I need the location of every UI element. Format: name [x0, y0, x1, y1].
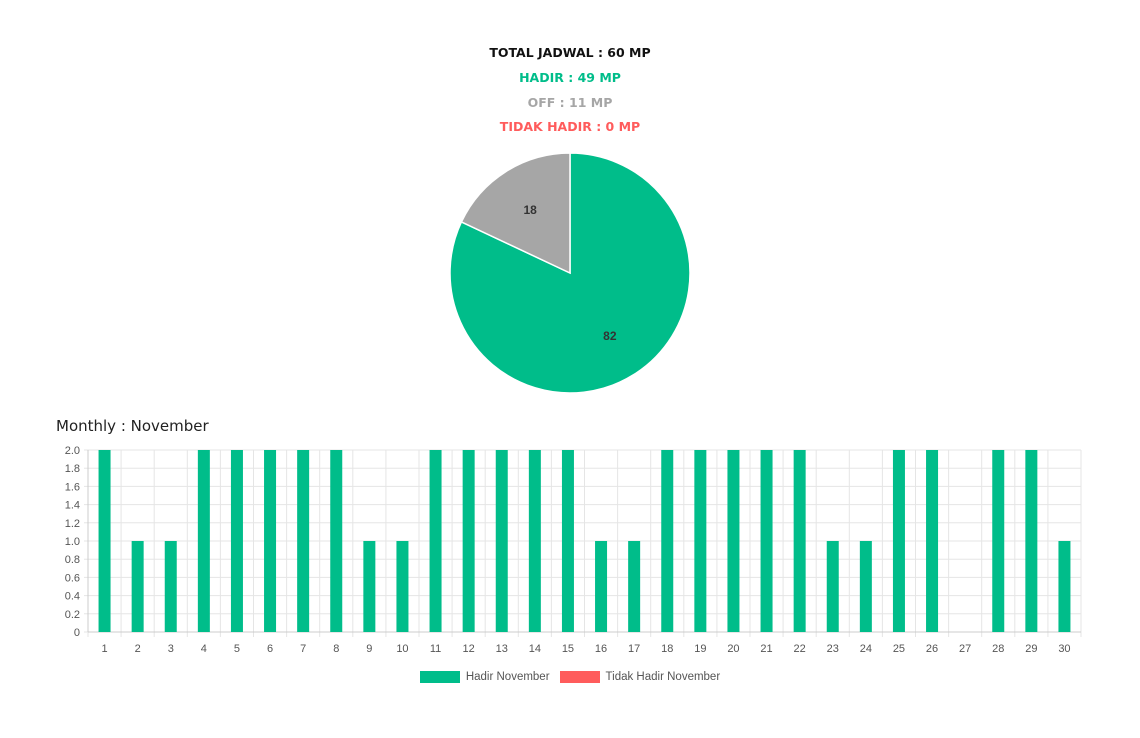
legend-swatch-hadir: [419, 671, 460, 683]
bar-hadir-4[interactable]: [197, 450, 210, 632]
x-tick-label: 5: [234, 643, 240, 655]
bar-hadir-19[interactable]: [694, 450, 707, 632]
x-tick-label: 20: [727, 643, 739, 655]
monthly-chart-title: Monthly : November: [56, 417, 209, 435]
y-tick-label: 0.8: [65, 554, 80, 566]
x-tick-label: 9: [366, 643, 372, 655]
total-jadwal-label: TOTAL JADWAL : 60 MP: [489, 45, 651, 60]
bar-hadir-3[interactable]: [164, 541, 177, 632]
bar-hadir-21[interactable]: [760, 450, 773, 632]
x-tick-label: 2: [135, 643, 141, 655]
pie-slice-1[interactable]: [460, 152, 571, 275]
x-tick-label: 17: [628, 643, 640, 655]
pie-slice-label-0: 82: [603, 329, 617, 343]
pie-slice-0[interactable]: [449, 152, 691, 394]
x-tick-label: 23: [827, 643, 839, 655]
x-tick-label: 24: [860, 643, 872, 655]
bar-hadir-11[interactable]: [429, 450, 442, 632]
y-tick-label: 1.8: [65, 463, 80, 475]
bar-hadir-5[interactable]: [230, 450, 243, 632]
tidak-hadir-label: TIDAK HADIR : 0 MP: [499, 119, 641, 134]
x-tick-label: 21: [760, 643, 772, 655]
legend-label-tidak-hadir: Tidak Hadir November: [605, 671, 721, 683]
attendance-pie-chart: 82 18: [449, 152, 691, 394]
x-tick-label: 10: [396, 643, 408, 655]
bar-hadir-12[interactable]: [462, 450, 475, 632]
x-tick-label: 22: [794, 643, 806, 655]
x-tick-label: 30: [1058, 643, 1070, 655]
off-label: OFF : 11 MP: [527, 95, 613, 110]
bar-hadir-25[interactable]: [892, 450, 905, 632]
y-tick-label: 1.0: [65, 536, 80, 548]
x-tick-label: 3: [168, 643, 174, 655]
bar-hadir-22[interactable]: [793, 450, 806, 632]
bar-hadir-16[interactable]: [595, 541, 608, 632]
y-tick-label: 1.6: [65, 481, 80, 493]
x-tick-label: 19: [694, 643, 706, 655]
hadir-label: HADIR : 49 MP: [519, 70, 621, 85]
x-tick-label: 13: [496, 643, 508, 655]
y-tick-label: 1.4: [65, 500, 80, 512]
bar-hadir-8[interactable]: [330, 450, 343, 632]
bar-hadir-20[interactable]: [727, 450, 740, 632]
y-tick-label: 0.6: [65, 572, 80, 584]
bar-hadir-13[interactable]: [495, 450, 508, 632]
x-tick-label: 4: [201, 643, 207, 655]
bar-hadir-6[interactable]: [264, 450, 277, 632]
y-tick-label: 0.2: [65, 609, 80, 621]
legend-swatch-tidak-hadir: [559, 671, 600, 683]
bar-hadir-14[interactable]: [528, 450, 541, 632]
y-tick-label: 0.4: [65, 591, 80, 603]
x-tick-label: 18: [661, 643, 673, 655]
x-tick-label: 11: [430, 643, 441, 655]
x-tick-label: 26: [926, 643, 938, 655]
y-tick-label: 2.0: [65, 445, 80, 457]
bar-hadir-1[interactable]: [98, 450, 111, 632]
bar-hadir-9[interactable]: [363, 541, 376, 632]
legend-item-hadir[interactable]: Hadir November: [419, 671, 550, 683]
bar-hadir-28[interactable]: [992, 450, 1005, 632]
pie-slice-label-1: 18: [523, 203, 537, 217]
x-tick-label: 1: [101, 643, 107, 655]
bar-hadir-7[interactable]: [297, 450, 310, 632]
x-tick-label: 16: [595, 643, 607, 655]
bar-hadir-10[interactable]: [396, 541, 409, 632]
y-tick-label: 1.2: [65, 518, 80, 530]
bar-hadir-30[interactable]: [1058, 541, 1071, 632]
chart-legend: Hadir November Tidak Hadir November: [0, 671, 1140, 683]
x-tick-label: 29: [1025, 643, 1037, 655]
x-tick-label: 8: [333, 643, 339, 655]
x-tick-label: 28: [992, 643, 1004, 655]
x-tick-label: 7: [300, 643, 306, 655]
bar-hadir-24[interactable]: [859, 541, 872, 632]
y-tick-label: 0: [74, 627, 80, 639]
bar-hadir-23[interactable]: [826, 541, 839, 632]
x-tick-label: 14: [529, 643, 541, 655]
x-tick-label: 27: [959, 643, 971, 655]
x-tick-label: 25: [893, 643, 905, 655]
bar-hadir-15[interactable]: [561, 450, 574, 632]
bar-hadir-2[interactable]: [131, 541, 144, 632]
x-tick-label: 12: [463, 643, 475, 655]
bar-hadir-17[interactable]: [628, 541, 641, 632]
bar-hadir-26[interactable]: [926, 450, 939, 632]
bar-hadir-18[interactable]: [661, 450, 674, 632]
x-tick-label: 15: [562, 643, 574, 655]
bar-hadir-29[interactable]: [1025, 450, 1038, 632]
x-tick-label: 6: [267, 643, 273, 655]
legend-label-hadir: Hadir November: [465, 671, 550, 683]
legend-item-tidak-hadir[interactable]: Tidak Hadir November: [559, 671, 721, 683]
